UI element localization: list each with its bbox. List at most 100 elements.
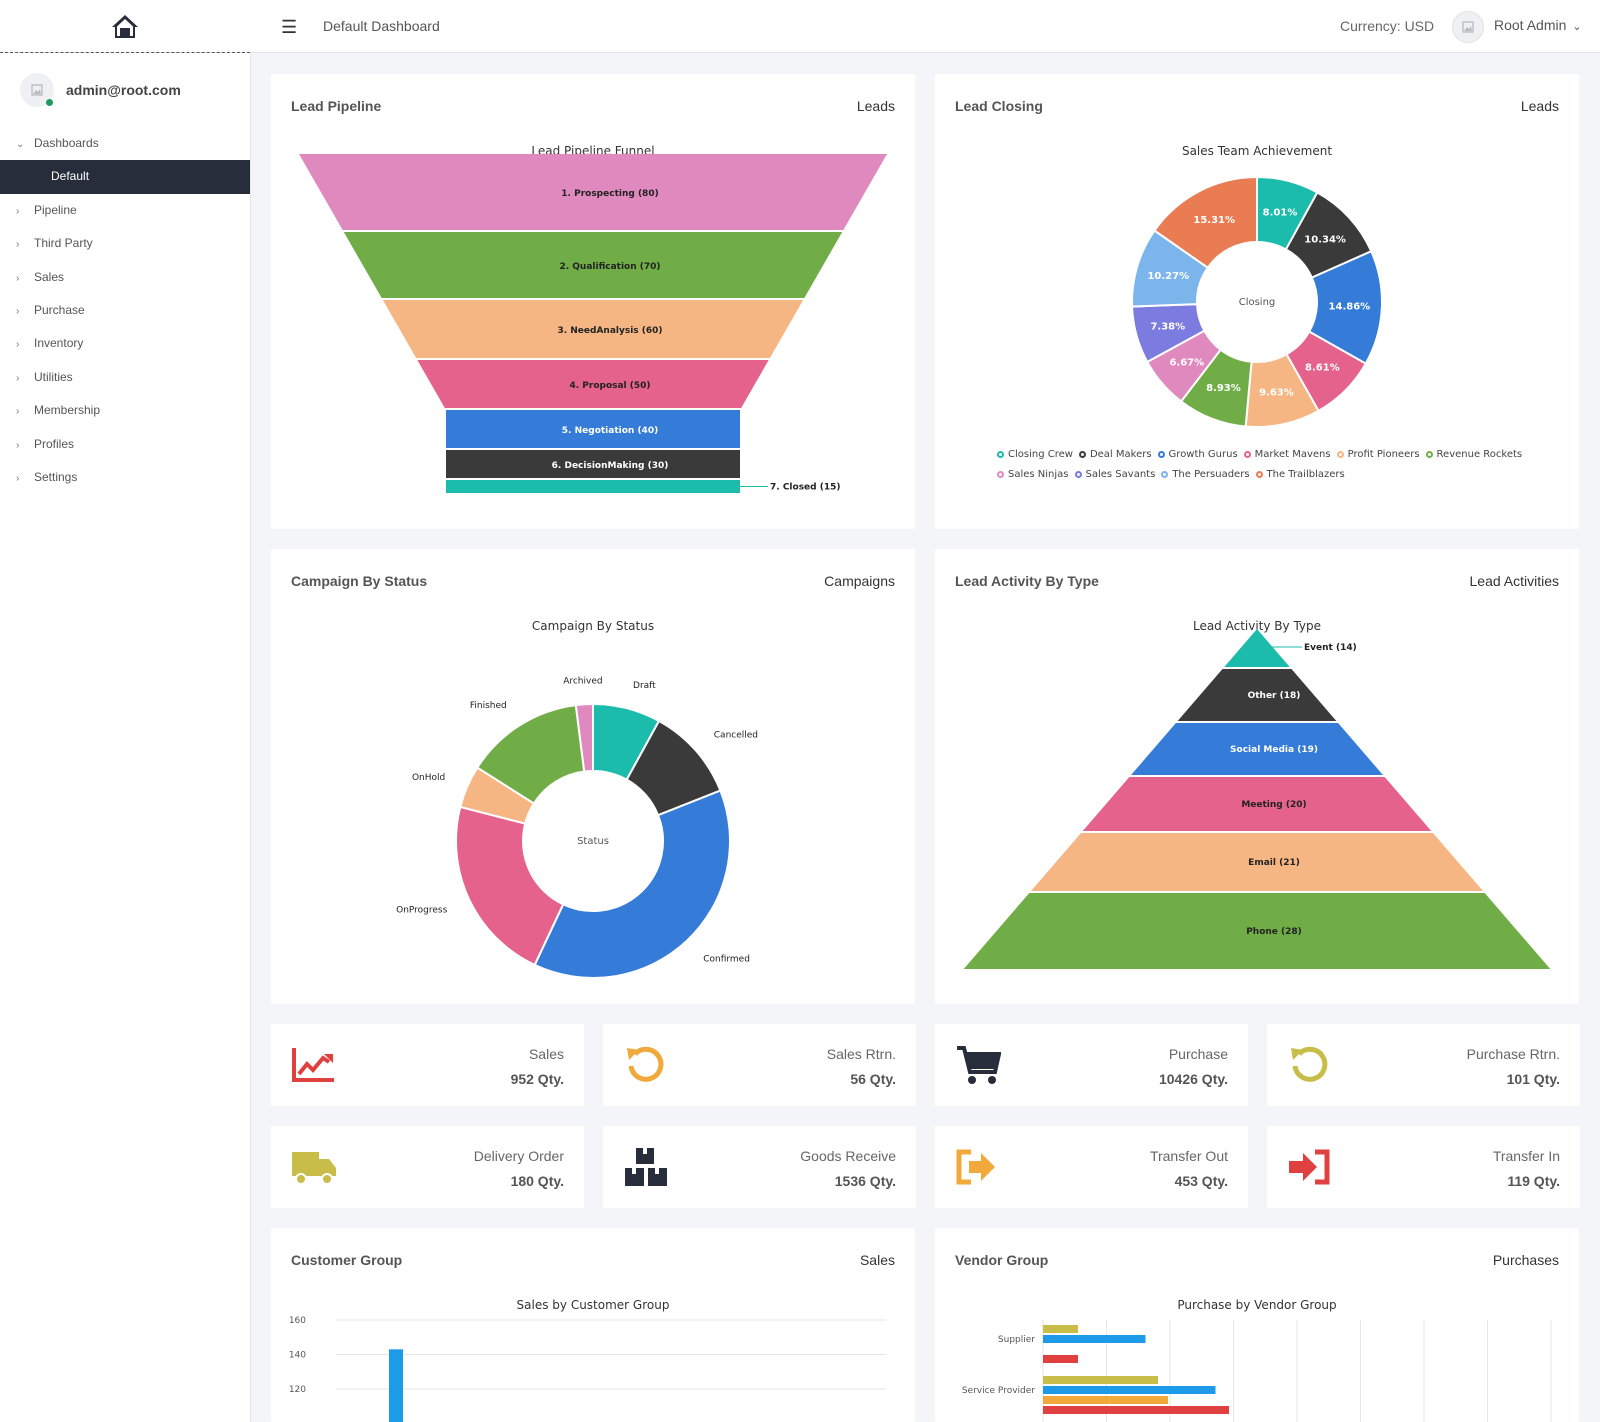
stat-purchase[interactable]: Purchase 10426 Qty. [935,1024,1248,1106]
user-menu[interactable]: Root Admin ⌄ [1494,17,1582,33]
sidebar-item-pipeline[interactable]: › Pipeline [0,194,250,227]
legend-item[interactable]: Deal Makers [1078,449,1152,460]
slice-label: 14.86% [1329,302,1371,313]
campaigns-link[interactable]: Campaigns [824,573,895,589]
legend-swatch [1255,470,1263,478]
legend-item[interactable]: The Persuaders [1161,469,1250,480]
chevron-right-icon: › [16,272,20,284]
closing-donut-chart: 8.01% 10.34% 14.86% 8.61% 9.63% 8.93% 6.67% 7.3… [1131,175,1383,428]
bar [1043,1386,1216,1394]
sidebar-item-default[interactable]: Default [0,160,250,194]
cart-icon [957,1046,1001,1084]
undo-icon [627,1046,664,1082]
sidebar-item-label: Profiles [34,436,75,451]
chevron-right-icon: › [16,339,20,351]
chevron-right-icon: › [16,239,20,251]
stat-sales-return[interactable]: Sales Rtrn. 56 Qty. [603,1024,916,1106]
funnel-segment [382,300,804,358]
purchases-link[interactable]: Purchases [1492,1252,1559,1268]
card-title: Campaign By Status [291,573,428,589]
bar [1043,1355,1078,1363]
sidebar-item-profiles[interactable]: › Profiles [0,428,250,461]
legend-item[interactable]: Closing Crew [997,449,1073,460]
funnel-segment [446,410,740,448]
lead-closing-card: Lead Closing Leads Sales Team Achievemen… [935,74,1579,529]
funnel-label: 7. Closed (15) [770,483,840,493]
stat-label: Transfer In [1492,1148,1560,1164]
undo-icon [1291,1046,1328,1082]
slice-label: Finished [470,701,507,711]
slice-label: 10.34% [1304,234,1346,245]
legend-item[interactable]: Market Mavens [1243,449,1331,460]
sidebar-item-third-party[interactable]: › Third Party [0,227,250,260]
stat-value: 453 Qty. [1174,1173,1228,1189]
customer-group-card: Customer Group Sales Sales by Customer G… [271,1228,915,1422]
slice-label: Draft [633,681,656,691]
sidebar-item-label: Default [51,169,90,184]
stat-transfer-in[interactable]: Transfer In 119 Qty. [1267,1126,1580,1208]
avatar[interactable] [1452,11,1484,43]
legend-item[interactable]: The Trailblazers [1255,469,1345,480]
leads-link[interactable]: Leads [1520,98,1559,114]
funnel-segment [343,232,843,298]
funnel-segment [446,450,740,478]
legend-item[interactable]: Sales Ninjas [997,469,1069,480]
boxes-icon [625,1148,667,1186]
lead-activities-link[interactable]: Lead Activities [1469,573,1560,589]
bar [1043,1325,1078,1333]
leads-link[interactable]: Leads [856,98,895,114]
pyramid-label: Event (14) [1304,643,1357,653]
stat-sales[interactable]: Sales 952 Qty. [271,1024,584,1106]
stat-purchase-return[interactable]: Purchase Rtrn. 101 Qty. [1267,1024,1580,1106]
legend-item[interactable]: Revenue Rockets [1425,449,1522,460]
avatar[interactable] [20,73,54,107]
lead-pipeline-card: Lead Pipeline Leads Lead Pipeline Funnel… [271,74,915,529]
legend-row: Sales Ninjas Sales Savants The Persuaders T… [997,469,1351,480]
slice-label: OnProgress [396,906,448,916]
sidebar-item-dashboards[interactable]: ⌄ Dashboards [0,127,250,160]
pyramid-label: Other (18) [1248,691,1301,701]
slice-label: 10.27% [1147,271,1189,282]
legend-item[interactable]: Growth Gurus [1157,449,1238,460]
legend-item[interactable]: Sales Savants [1074,469,1155,480]
sidebar-item-label: Settings [34,469,78,484]
sales-link[interactable]: Sales [859,1252,895,1268]
sidebar: admin@root.com ⌄ Dashboards Default › Pipe… [0,53,251,1422]
funnel-segment [299,154,887,230]
sidebar-item-label: Third Party [34,236,93,251]
stat-label: Sales Rtrn. [826,1046,896,1062]
hamburger-menu-icon[interactable]: ☰ [281,17,298,37]
sidebar-item-sales[interactable]: › Sales [0,261,250,294]
sidebar-item-utilities[interactable]: › Utilities [0,361,250,394]
lead-activity-card: Lead Activity By Type Lead Activities Le… [935,549,1579,1004]
chevron-right-icon: › [16,439,20,451]
funnel-label: 1. Prospecting (80) [561,189,658,199]
chart-title: Purchase by Vendor Group [1177,1298,1337,1312]
stat-goods-receive[interactable]: Goods Receive 1536 Qty. [603,1126,916,1208]
funnel-segment [417,360,769,408]
chart-title: Lead Activity By Type [1192,619,1322,633]
pyramid-label: Meeting (20) [1241,800,1306,810]
slice-label: Confirmed [703,954,750,964]
profile-email: admin@root.com [66,82,181,98]
image-placeholder-icon [31,84,43,96]
home-icon[interactable] [111,13,139,39]
stat-delivery-order[interactable]: Delivery Order 180 Qty. [271,1126,584,1208]
sidebar-item-inventory[interactable]: › Inventory [0,327,250,360]
legend-label: Closing Crew [1008,449,1073,460]
legend-item[interactable]: Profit Pioneers [1336,449,1420,460]
stat-transfer-out[interactable]: Transfer Out 453 Qty. [935,1126,1248,1208]
sidebar-item-label: Membership [34,403,101,418]
y-tick-label: 140 [289,1351,306,1361]
legend-label: Market Mavens [1254,449,1331,460]
legend-swatch [1425,450,1433,458]
currency-selector[interactable]: Currency: USD [1340,18,1435,34]
chevron-right-icon: › [16,472,20,484]
sidebar-item-settings[interactable]: › Settings [0,461,250,494]
sidebar-item-membership[interactable]: › Membership [0,394,250,427]
card-title: Lead Pipeline [291,98,382,114]
funnel-label: 5. Negotiation (40) [562,426,658,436]
chart-line-icon [292,1048,334,1082]
sidebar-item-purchase[interactable]: › Purchase [0,294,250,327]
legend-swatch [1161,470,1169,478]
